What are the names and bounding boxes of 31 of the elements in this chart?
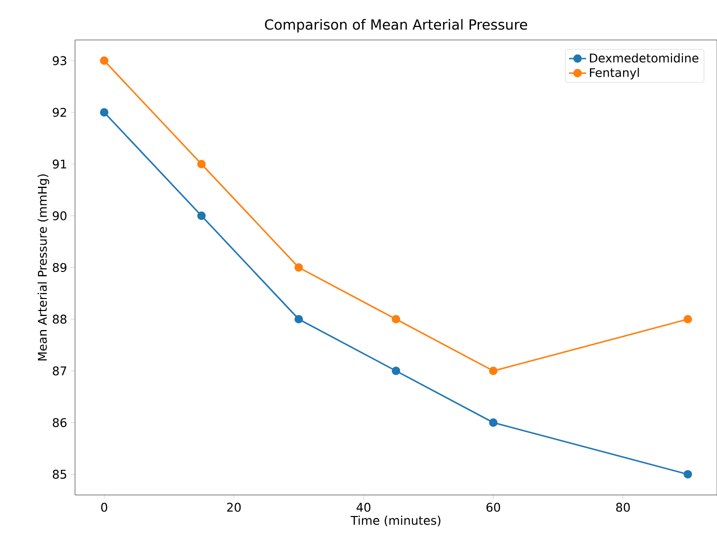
y-tick-label: 89: [52, 262, 66, 272]
y-tick-label: 86: [52, 418, 66, 428]
y-tick-label: 90: [52, 211, 66, 220]
point: [197, 160, 206, 168]
point: [294, 314, 303, 324]
x-tick-label: 40: [356, 502, 370, 512]
point: [294, 263, 303, 272]
point: [489, 366, 498, 376]
x-tick-label: 80: [616, 502, 630, 512]
y-tick-label: 85: [52, 470, 66, 479]
point: [197, 212, 206, 220]
point: [489, 418, 498, 427]
y-tick-label: 88: [52, 314, 66, 324]
point: [100, 108, 108, 117]
y-tick-label: 93: [52, 56, 66, 66]
x-tick-label: 0: [101, 502, 108, 512]
point: [392, 366, 400, 376]
x-tick-label: 20: [227, 502, 241, 512]
y-tick-label: 87: [52, 366, 66, 376]
y-tick-label: 92: [52, 108, 66, 117]
point: [392, 314, 400, 324]
x-axis-title: Time (minutes): [350, 516, 440, 526]
point: [100, 56, 108, 65]
y-axis-title: Mean Arterial Pressure (mmHg): [38, 174, 50, 360]
point: [684, 314, 692, 324]
legend-label: Dexmedetomidine: [590, 53, 698, 63]
chart-title: Comparison of Mean Arterial Pressure: [264, 18, 528, 32]
legend-label: Fentanyl: [590, 68, 639, 80]
y-tick-label: 91: [52, 160, 66, 169]
point: [684, 470, 692, 479]
x-tick-label: 60: [486, 502, 500, 512]
